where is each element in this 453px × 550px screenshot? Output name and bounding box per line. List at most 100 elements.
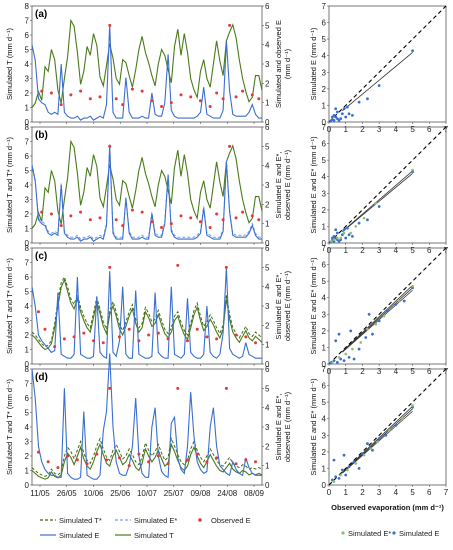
point-observed-e (79, 210, 83, 214)
scatter-point-simulated-e-star (330, 240, 333, 243)
scatter-x-tick-label: 4 (394, 246, 399, 255)
point-observed-e (95, 452, 99, 456)
scatter-x-tick-label: 0 (327, 488, 332, 497)
point-observed-e (221, 97, 225, 101)
scatter-x-tick-label: 1 (343, 367, 348, 376)
legend-label: Simulated E (59, 531, 99, 540)
scatter-point-simulated-e (384, 433, 388, 437)
scatter-y-tick-label: 5 (322, 398, 327, 407)
point-observed-e (137, 452, 141, 456)
point-observed-e (241, 210, 245, 214)
scatter-x-tick-label: 3 (377, 488, 382, 497)
fit-line (342, 287, 413, 353)
scatter-y-tick-label: 4 (322, 415, 327, 424)
left-tick-label: 0 (25, 239, 30, 248)
scatter-point-simulated-e (340, 233, 344, 237)
point-observed-e (224, 386, 228, 390)
scatter-point-simulated-e-star (411, 168, 414, 172)
left-tick-label: 5 (25, 409, 30, 418)
scatter-point-simulated-e (366, 218, 369, 222)
point-observed-e (108, 386, 112, 390)
point-observed-e (140, 210, 144, 214)
right-tick-label: 3 (265, 181, 270, 190)
left-axis-label: Simulated T and T* (mm d⁻¹) (5, 136, 14, 233)
point-observed-e (140, 89, 144, 93)
scatter-point-simulated-e-star (376, 440, 379, 444)
date-tick-label: 10/06 (83, 489, 104, 498)
one-to-one-line (328, 126, 447, 244)
scatter-point-simulated-e-star (387, 429, 391, 432)
point-observed-e (117, 335, 121, 339)
scatter-point-simulated-e (332, 118, 336, 122)
right-tick-label: 2 (265, 79, 270, 88)
scatter-frame (328, 126, 447, 244)
scatter-point-simulated-e (357, 100, 361, 104)
left-axis-label: Simulated T (mm d⁻¹) (5, 27, 14, 100)
right-tick-label: 4 (265, 162, 270, 171)
scatter-point-simulated-e-star (331, 361, 334, 364)
left-tick-label: 6 (25, 152, 30, 161)
scatter-point-simulated-e (334, 228, 338, 232)
scatter-y-tick-label: 1 (322, 464, 327, 473)
legend-label: Observed E (211, 516, 251, 525)
date-tick-label: 11/05 (30, 489, 50, 498)
legend-swatch (198, 518, 202, 522)
scatter-point-simulated-e (342, 453, 346, 457)
scatter-point-simulated-e (357, 221, 361, 225)
scatter-point-simulated-e (339, 357, 343, 361)
point-observed-e (108, 144, 112, 148)
scatter-y-tick-label: 5 (322, 156, 327, 165)
scatter-point-simulated-e (330, 478, 334, 482)
scatter-point-simulated-e (345, 226, 349, 230)
left-axis-label: Simulated T and T* (mm d⁻¹) (5, 378, 14, 475)
date-tick-label: 25/07 (164, 489, 185, 498)
scatter-point-simulated-e (394, 423, 398, 427)
scatter-point-simulated-e (335, 110, 339, 114)
right-tick-label: 3 (265, 60, 270, 69)
point-observed-e (69, 214, 73, 218)
left-tick-label: 2 (25, 452, 30, 461)
legend-label: Simulated T (134, 531, 174, 540)
point-observed-e (127, 464, 131, 468)
point-observed-e (185, 339, 189, 343)
scatter-point-simulated-e-star (349, 231, 353, 235)
point-observed-e (166, 462, 170, 466)
scatter-y-tick-label: 7 (322, 123, 327, 132)
scatter-y-tick-label: 1 (322, 343, 327, 352)
right-axis-label: Simulated and observed E (274, 20, 283, 108)
right-tick-label: 5 (265, 384, 270, 393)
point-observed-e (98, 216, 102, 220)
scatter-y-tick-label: 0 (322, 360, 327, 369)
scatter-y-tick-label: 6 (322, 382, 327, 391)
scatter-y-tick-label: 2 (322, 85, 327, 94)
left-tick-label: 5 (25, 167, 30, 176)
right-tick-label: 5 (265, 142, 270, 151)
one-to-one-line (328, 5, 447, 123)
right-axis-label: (mm d⁻¹) (283, 48, 292, 79)
point-observed-e (121, 224, 125, 228)
point-observed-e (98, 95, 102, 99)
point-observed-e (150, 99, 154, 103)
scatter-point-simulated-e (347, 233, 351, 237)
scatter-point-simulated-e (377, 205, 381, 208)
left-tick-label: 1 (25, 346, 30, 355)
scatter-y-tick-label: 1 (322, 222, 327, 231)
left-tick-label: 8 (25, 244, 30, 253)
point-observed-e (49, 212, 53, 216)
scatter-x-tick-label: 6 (427, 367, 432, 376)
scatter-point-simulated-e (366, 97, 369, 101)
right-tick-label: 2 (265, 321, 270, 330)
point-observed-e (82, 331, 86, 335)
point-observed-e (88, 218, 92, 222)
point-observed-e (254, 460, 258, 464)
scatter-point-simulated-e (352, 460, 356, 464)
scatter-point-simulated-e (411, 49, 414, 53)
point-observed-e (101, 341, 105, 345)
point-observed-e (114, 218, 118, 222)
scatter-frame (328, 247, 447, 365)
scatter-point-simulated-e-star (354, 225, 358, 228)
scatter-y-tick-label: 2 (322, 327, 327, 336)
point-observed-e (185, 458, 189, 462)
right-tick-label: 1 (265, 99, 270, 108)
scatter-point-simulated-e (337, 476, 341, 480)
